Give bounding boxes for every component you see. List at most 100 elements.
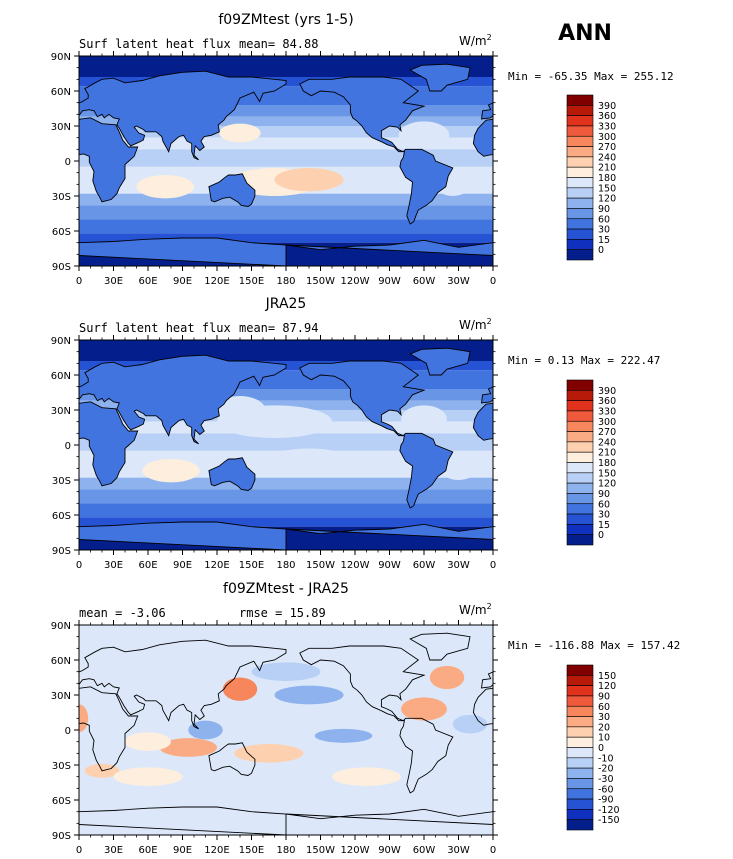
y-tick-label: 90N: [51, 621, 71, 632]
field-base: [79, 625, 493, 835]
units-exponent: 2: [487, 317, 492, 326]
y-tick-label: 30N: [51, 691, 71, 702]
y-tick-label: 60N: [51, 371, 71, 382]
colorbar-box: [566, 524, 594, 535]
colorbar-label: 15: [598, 235, 610, 246]
colorbar-box: [566, 503, 594, 515]
y-tick-label: 90S: [52, 831, 71, 842]
coastline: [208, 457, 256, 491]
coastline: [714, 77, 733, 224]
colorbar-box: [566, 778, 594, 790]
colorbar-box: [566, 197, 594, 209]
y-tick-label: 60S: [52, 511, 71, 522]
x-tick-label: 30E: [104, 845, 123, 856]
coastline: [79, 686, 139, 772]
colorbar-label: 0: [598, 530, 604, 541]
y-tick-label: 30N: [51, 406, 71, 417]
coastline: [0, 361, 39, 508]
coastline: [79, 237, 287, 266]
left-label: Surf latent heat flux: [79, 321, 231, 335]
colorbar-box: [566, 685, 594, 697]
coastline: [409, 347, 471, 376]
field-band: [79, 105, 493, 117]
field-patch: [214, 396, 266, 424]
x-tick-label: 60E: [138, 845, 157, 856]
colorbar-box: [566, 420, 594, 432]
colorbar-label: 180: [598, 458, 616, 469]
colorbar-label: 20: [598, 722, 610, 733]
x-tick-label: 90W: [378, 845, 401, 856]
coastline: [623, 174, 669, 207]
colorbar-box: [566, 736, 594, 748]
colorbar-label: 270: [598, 142, 616, 153]
colorbar-box: [566, 695, 594, 707]
panel-2: JRA25 Surf latent heat flux mean= 87.94 W/m…: [0, 296, 733, 571]
colorbar-box: [566, 146, 594, 158]
field-band: [79, 116, 493, 126]
colorbar-box: [566, 249, 594, 261]
map-field: [0, 340, 733, 550]
coastline: [285, 808, 493, 825]
x-tick-label: 60E: [138, 560, 157, 571]
colorbar-label: -90: [598, 795, 614, 806]
colorbar-label: 210: [598, 448, 616, 459]
center-label: mean= 84.88: [239, 37, 318, 51]
coastline: [0, 633, 56, 660]
field-patch: [274, 685, 344, 705]
colorbar-box: [566, 767, 594, 779]
units-label: W/m2: [459, 33, 492, 48]
colorbar-box: [566, 410, 594, 422]
y-tick-label: 90N: [51, 52, 71, 63]
colorbar-label: 240: [598, 152, 616, 163]
field-patch: [234, 744, 304, 763]
coastline: [79, 70, 287, 161]
colorbar-box: [566, 716, 594, 728]
colorbar-label: 90: [598, 489, 610, 500]
coastline: [79, 117, 139, 203]
y-tick-label: 90N: [51, 336, 71, 347]
map-field: [0, 56, 733, 266]
coastline: [700, 522, 733, 550]
coastline: [79, 639, 287, 730]
colorbar-box: [566, 115, 594, 127]
y-tick-label: 30N: [51, 122, 71, 133]
colorbar-box: [566, 431, 594, 443]
coastline: [409, 632, 471, 661]
colorbar-label: 60: [598, 702, 610, 713]
map-field: [0, 625, 493, 835]
x-tick-label: 30W: [447, 845, 470, 856]
field-patch: [274, 168, 344, 192]
x-tick-label: 90E: [173, 845, 192, 856]
coastline: [208, 173, 256, 207]
coastline: [79, 354, 287, 445]
x-tick-label: 0: [76, 845, 82, 856]
season-label: ANN: [558, 21, 612, 46]
field-band: [79, 56, 493, 77]
colorbar-box: [566, 228, 594, 240]
coastline: [480, 102, 493, 120]
colorbar-label: 30: [598, 225, 610, 236]
colorbar-label: -20: [598, 764, 614, 775]
colorbar-label: 60: [598, 499, 610, 510]
x-tick-label: 90E: [173, 276, 192, 287]
colorbar-box: [566, 819, 594, 831]
colorbar-label: 300: [598, 417, 616, 428]
coastline: [700, 238, 733, 266]
colorbar-box: [566, 482, 594, 494]
colorbar-box: [566, 675, 594, 686]
y-tick-label: 60S: [52, 227, 71, 238]
coastline: [0, 348, 56, 375]
y-tick-label: 30S: [52, 761, 71, 772]
panel-title: f09ZMtest - JRA25: [223, 581, 349, 597]
y-tick-label: 60S: [52, 796, 71, 807]
x-tick-label: 0: [76, 276, 82, 287]
colorbar-label: -60: [598, 784, 614, 795]
field-patch: [219, 123, 261, 143]
coastline: [285, 239, 493, 256]
coastline: [0, 64, 56, 91]
field-patch: [251, 662, 321, 682]
x-tick-label: 180: [276, 845, 295, 856]
field-band: [79, 517, 493, 527]
